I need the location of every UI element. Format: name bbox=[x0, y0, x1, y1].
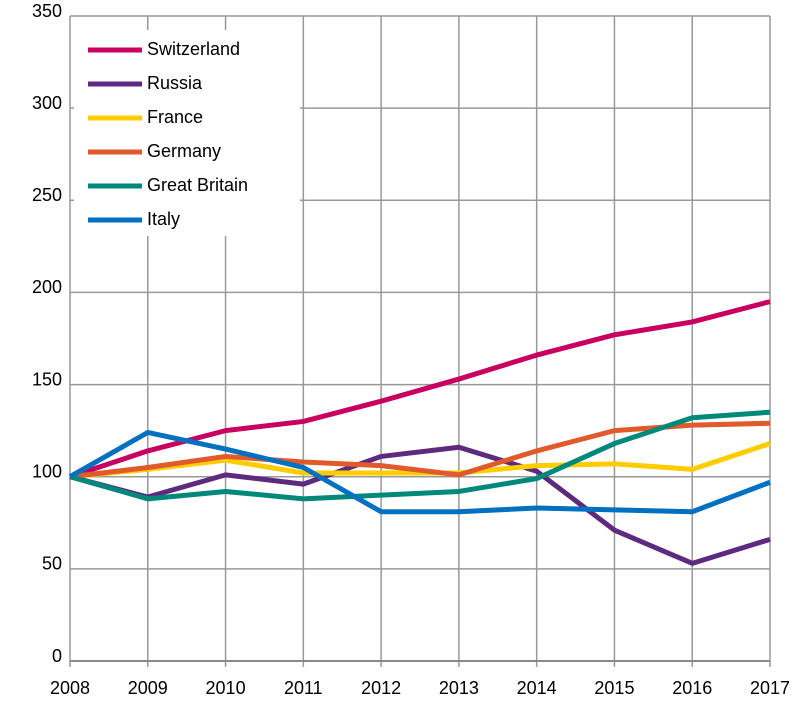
legend-label: Great Britain bbox=[147, 175, 248, 195]
x-tick-label: 2012 bbox=[361, 678, 401, 698]
x-tick-label: 2017 bbox=[750, 678, 790, 698]
line-series bbox=[69, 441, 771, 480]
line-series bbox=[69, 444, 771, 566]
legend: Switzerland Russia France Germany Great Brit… bbox=[74, 30, 300, 236]
y-tick-label: 300 bbox=[32, 93, 62, 113]
y-tick-label: 350 bbox=[32, 1, 62, 21]
legend-label: Russia bbox=[147, 73, 203, 93]
y-tick-label: 150 bbox=[32, 369, 62, 389]
y-tick-label: 50 bbox=[42, 554, 62, 574]
x-tick-label: 2015 bbox=[594, 678, 634, 698]
legend-box bbox=[74, 30, 300, 236]
line-series bbox=[69, 409, 771, 502]
x-tick-label: 2013 bbox=[439, 678, 479, 698]
y-tick-label: 100 bbox=[32, 461, 62, 481]
legend-label: Germany bbox=[147, 141, 221, 161]
y-tick-label: 250 bbox=[32, 185, 62, 205]
legend-label: Switzerland bbox=[147, 39, 240, 59]
x-tick-label: 2010 bbox=[206, 678, 246, 698]
y-tick-label: 0 bbox=[52, 646, 62, 666]
legend-label: Italy bbox=[147, 209, 180, 229]
x-tick-label: 2009 bbox=[128, 678, 168, 698]
x-tick-label: 2008 bbox=[50, 678, 90, 698]
y-tick-label: 200 bbox=[32, 277, 62, 297]
line-series bbox=[68, 429, 771, 515]
legend-label: France bbox=[147, 107, 203, 127]
line-series bbox=[69, 420, 771, 480]
x-tick-label: 2011 bbox=[284, 678, 323, 698]
x-tick-label: 2016 bbox=[672, 678, 712, 698]
x-tick-label: 2014 bbox=[517, 678, 557, 698]
